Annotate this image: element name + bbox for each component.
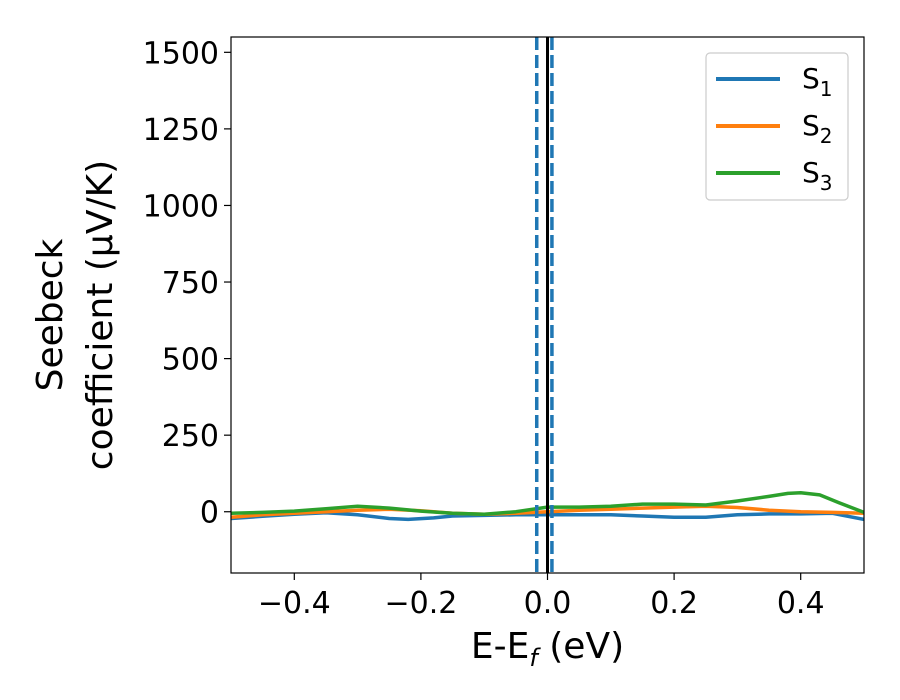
x-tick-label: 0.4 [777,586,825,621]
legend-label-s2: S2 [802,109,833,148]
y-tick-label: 750 [162,266,219,301]
x-axis-label-main: E-E [471,626,529,667]
legend-label-s3: S3 [802,156,833,195]
x-tick-label: −0.2 [384,586,457,621]
x-tick-label: −0.4 [258,586,331,621]
x-tick-label: 0.0 [524,586,572,621]
y-tick-label: 250 [162,419,219,454]
y-tick-label: 500 [162,343,219,378]
y-tick-label: 1250 [143,113,219,148]
y-tick-label: 0 [200,496,219,531]
series-line-s1 [231,510,864,522]
y-axis-ticks: 0 250 500 750 1000 1250 1500 [143,36,231,531]
x-tick-label: 0.2 [650,586,698,621]
legend: S1 S2 S3 [705,52,849,201]
y-axis-label-line2: coefficient (μV/K) [80,160,121,470]
vline-layer [534,37,554,573]
y-tick-label: 1000 [143,189,219,224]
series-line-s3 [231,491,864,516]
y-tick-label: 1500 [143,36,219,71]
x-axis-label-suffix: (eV) [538,626,624,667]
legend-label-s1: S1 [802,62,833,101]
x-axis-label: E-Ef (eV) [471,626,624,672]
x-axis-ticks: −0.4 −0.2 0.0 0.2 0.4 [258,573,825,621]
y-axis-label-line1: Seebeck [30,238,71,391]
